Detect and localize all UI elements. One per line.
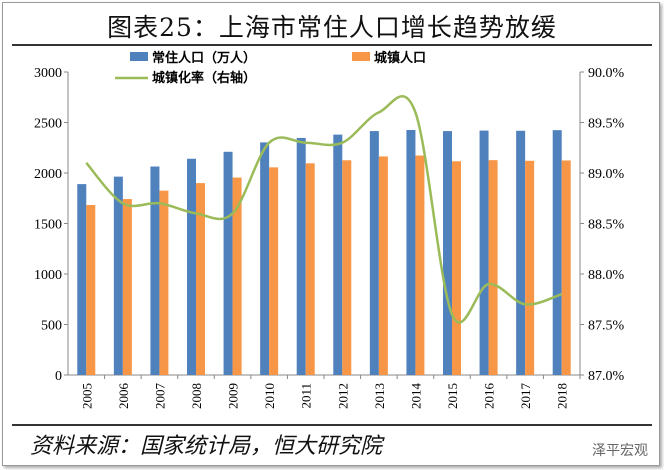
y2-tick-label: 87.5%	[588, 319, 625, 334]
x-tick-label: 2013	[372, 383, 387, 409]
y-tick-label: 1000	[34, 268, 62, 283]
x-tick-label: 2018	[555, 383, 570, 409]
y-tick-label: 3000	[34, 66, 62, 81]
bar-urban	[305, 163, 315, 375]
y-tick-label: 0	[55, 369, 62, 384]
bar-urban	[415, 155, 425, 375]
source-note: 资料来源：国家统计局，恒大研究院	[30, 434, 383, 459]
bar-resident	[223, 151, 233, 375]
bar-resident	[479, 130, 489, 375]
bar-urban	[488, 160, 498, 375]
bar-urban	[86, 205, 96, 375]
bar-resident	[516, 130, 526, 375]
x-tick-label: 2005	[79, 383, 94, 409]
y2-tick-label: 88.5%	[588, 218, 625, 233]
title-divider	[12, 44, 652, 46]
x-tick-label: 2014	[408, 383, 423, 410]
x-tick-label: 2007	[152, 383, 167, 410]
bar-urban	[159, 190, 169, 375]
bar-resident	[406, 129, 416, 375]
bar-resident	[150, 166, 160, 375]
x-tick-label: 2011	[299, 383, 314, 409]
bar-urban	[342, 160, 352, 375]
bar-resident	[443, 131, 452, 375]
source-divider	[12, 424, 652, 426]
bar-resident	[260, 142, 270, 375]
x-tick-label: 2010	[262, 383, 277, 409]
x-tick-label: 2015	[445, 383, 460, 409]
legend-swatch-resident	[130, 52, 148, 61]
bar-resident	[187, 158, 196, 375]
y-tick-label: 2500	[34, 117, 62, 132]
bar-urban	[525, 160, 535, 375]
chart-title: 图表25：上海市常住人口增长趋势放缓	[107, 13, 557, 42]
bar-urban	[561, 160, 571, 375]
x-tick-label: 2009	[226, 383, 241, 409]
bar-urban	[122, 199, 132, 375]
legend-swatch-urban	[352, 52, 370, 61]
bar-urban	[196, 183, 205, 375]
y2-tick-label: 87.0%	[588, 369, 625, 384]
bar-resident	[113, 176, 123, 375]
y-tick-label: 2000	[34, 167, 62, 182]
bar-resident	[552, 130, 562, 375]
watermark: 泽平宏观	[592, 443, 648, 459]
legend-label-resident: 常住人口（万人）	[152, 50, 256, 65]
x-tick-label: 2017	[518, 383, 533, 410]
x-tick-label: 2006	[116, 383, 131, 410]
bar-urban	[378, 156, 388, 375]
x-tick-label: 2016	[482, 382, 497, 409]
bar-resident	[77, 184, 87, 375]
y2-tick-label: 89.0%	[588, 167, 625, 182]
legend-label-urban: 城镇人口	[374, 50, 426, 65]
y2-tick-label: 89.5%	[588, 117, 625, 132]
bar-resident	[296, 137, 306, 375]
figure-frame	[2, 2, 660, 466]
bar-urban	[269, 167, 279, 375]
bar-urban	[452, 161, 461, 375]
x-tick-label: 2012	[335, 383, 350, 409]
bar-resident	[369, 131, 379, 375]
legend-label-rate: 城镇化率（右轴）	[152, 70, 256, 85]
x-tick-label: 2008	[189, 383, 204, 409]
y-tick-label: 1500	[34, 218, 62, 233]
bar-urban	[232, 177, 242, 375]
y2-tick-label: 88.0%	[588, 268, 625, 283]
y2-tick-label: 90.0%	[588, 66, 625, 81]
bar-resident	[333, 134, 343, 375]
y-tick-label: 500	[41, 319, 62, 334]
